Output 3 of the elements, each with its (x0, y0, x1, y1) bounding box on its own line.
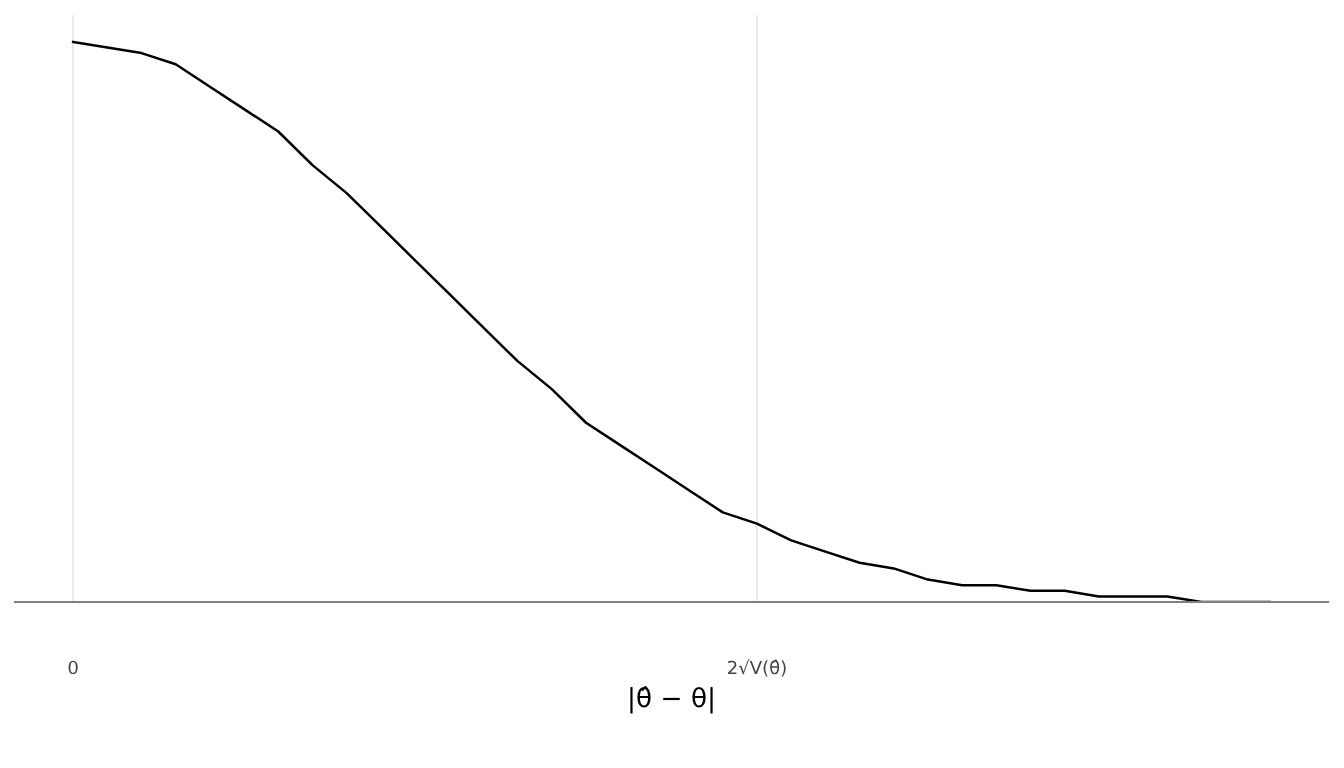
x-axis-title: |θ̂ − θ| (630, 686, 713, 714)
x-tick-label: 2√V(θ̂) (728, 659, 786, 677)
x-tick-label: 0 (68, 660, 78, 675)
